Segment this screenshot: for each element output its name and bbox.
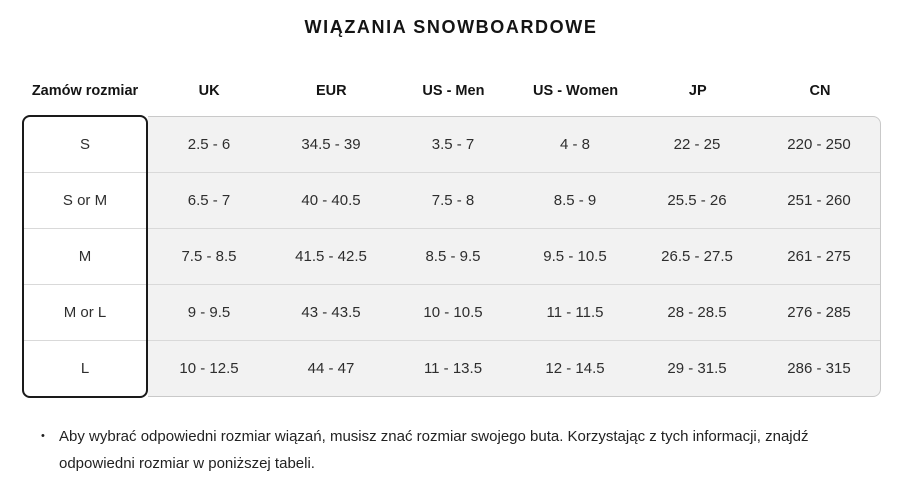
column-header-eur: EUR bbox=[315, 83, 347, 99]
table-header-row: Zamów rozmiar UK EUR US - Men US - Women… bbox=[22, 83, 881, 99]
size-table: S S or M M M or L L 2.5 - 6 34.5 - 39 3.… bbox=[22, 115, 881, 398]
column-header-order-size: Zamów rozmiar bbox=[31, 83, 139, 99]
cell-us-women: 12 - 14.5 bbox=[545, 360, 605, 377]
cell-jp: 28 - 28.5 bbox=[667, 304, 727, 321]
cell-us-men: 11 - 13.5 bbox=[423, 360, 483, 377]
cell-jp: 26.5 - 27.5 bbox=[661, 248, 733, 265]
size-label-column: S S or M M M or L L bbox=[22, 115, 148, 398]
cell-us-men: 10 - 10.5 bbox=[423, 304, 483, 321]
column-header-us-men: US - Men bbox=[422, 83, 485, 99]
cell-us-men: 8.5 - 9.5 bbox=[425, 248, 481, 265]
column-header-us-women: US - Women bbox=[533, 83, 619, 99]
cell-us-women: 8.5 - 9 bbox=[553, 192, 597, 209]
cell-eur: 43 - 43.5 bbox=[301, 304, 361, 321]
column-header-jp: JP bbox=[688, 83, 707, 99]
cell-uk: 7.5 - 8.5 bbox=[181, 248, 237, 265]
size-label: S or M bbox=[24, 173, 146, 229]
notes-list: • Aby wybrać odpowiedni rozmiar wiązań, … bbox=[38, 423, 870, 477]
cell-us-women: 9.5 - 10.5 bbox=[543, 248, 607, 265]
column-header-uk: UK bbox=[198, 83, 220, 99]
cell-cn: 276 - 285 bbox=[787, 304, 851, 321]
size-label: S bbox=[24, 117, 146, 173]
cell-uk: 10 - 12.5 bbox=[179, 360, 239, 377]
cell-us-men: 3.5 - 7 bbox=[431, 136, 475, 153]
table-row: 6.5 - 7 40 - 40.5 7.5 - 8 8.5 - 9 25.5 -… bbox=[148, 173, 880, 229]
table-row: 2.5 - 6 34.5 - 39 3.5 - 7 4 - 8 22 - 25 … bbox=[148, 117, 880, 173]
size-label: L bbox=[80, 360, 90, 377]
cell-jp: 29 - 31.5 bbox=[667, 360, 727, 377]
cell-uk: 2.5 - 6 bbox=[187, 136, 231, 153]
cell-us-women: 4 - 8 bbox=[559, 136, 590, 153]
cell-cn: 286 - 315 bbox=[787, 360, 851, 377]
table-row: 9 - 9.5 43 - 43.5 10 - 10.5 11 - 11.5 28… bbox=[148, 285, 880, 341]
table-row: 7.5 - 8.5 41.5 - 42.5 8.5 - 9.5 9.5 - 10… bbox=[148, 229, 880, 285]
cell-cn: 220 - 250 bbox=[787, 136, 851, 153]
page-title: WIĄZANIA SNOWBOARDOWE bbox=[304, 17, 598, 37]
note-item: • Aby wybrać odpowiedni rozmiar wiązań, … bbox=[38, 423, 870, 477]
size-label: M bbox=[24, 229, 146, 285]
cell-uk: 6.5 - 7 bbox=[187, 192, 231, 209]
note-text: Aby wybrać odpowiedni rozmiar wiązań, mu… bbox=[59, 428, 809, 472]
cell-eur: 40 - 40.5 bbox=[301, 192, 361, 209]
table-row: 10 - 12.5 44 - 47 11 - 13.5 12 - 14.5 29… bbox=[148, 341, 880, 396]
cell-us-women: 11 - 11.5 bbox=[546, 304, 604, 321]
size-data-panel: 2.5 - 6 34.5 - 39 3.5 - 7 4 - 8 22 - 25 … bbox=[148, 116, 881, 397]
size-label: M or L bbox=[24, 285, 146, 341]
cell-uk: 9 - 9.5 bbox=[187, 304, 231, 321]
cell-cn: 251 - 260 bbox=[787, 192, 851, 209]
cell-us-men: 7.5 - 8 bbox=[431, 192, 475, 209]
cell-cn: 261 - 275 bbox=[787, 248, 851, 265]
cell-eur: 34.5 - 39 bbox=[301, 136, 361, 153]
bullet-icon: • bbox=[41, 430, 45, 442]
cell-jp: 22 - 25 bbox=[673, 136, 721, 153]
cell-jp: 25.5 - 26 bbox=[667, 192, 727, 209]
cell-eur: 41.5 - 42.5 bbox=[295, 248, 367, 265]
column-header-cn: CN bbox=[809, 83, 831, 99]
cell-eur: 44 - 47 bbox=[307, 360, 355, 377]
